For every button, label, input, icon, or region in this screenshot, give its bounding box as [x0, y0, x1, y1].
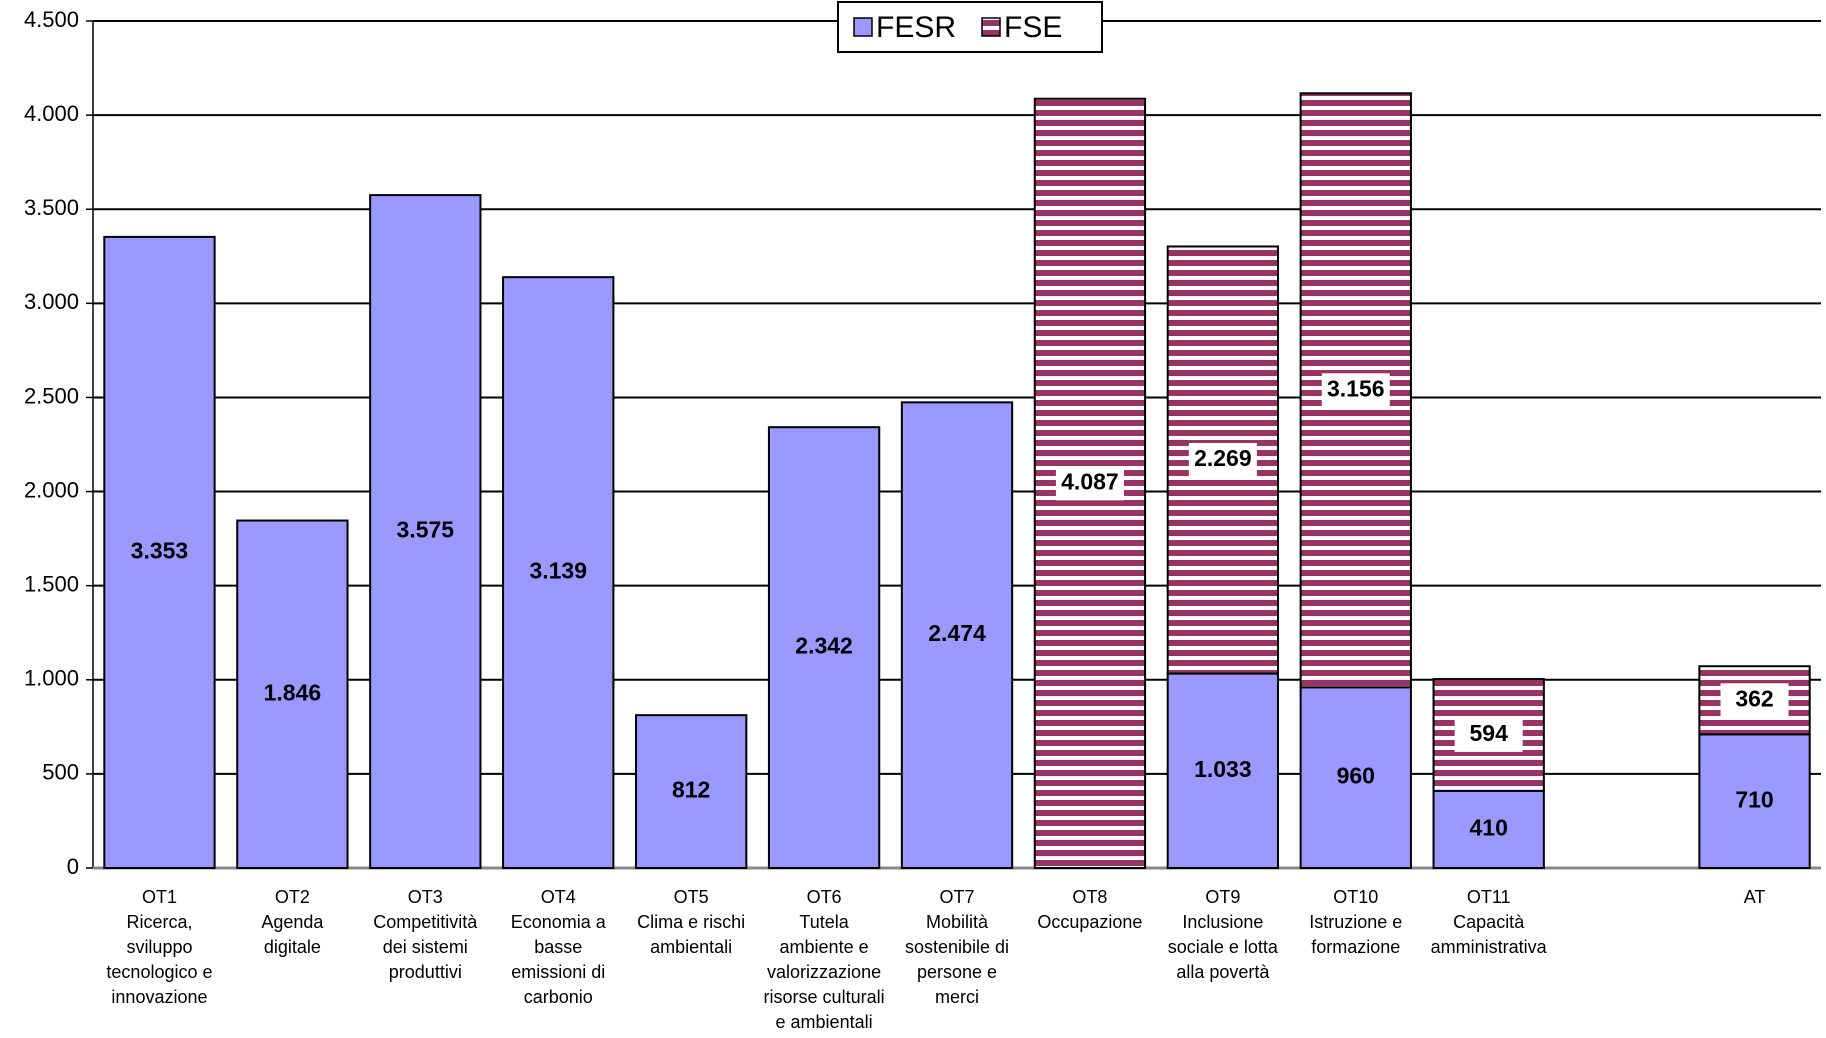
y-tick-label: 3.000: [24, 289, 79, 314]
bar-segment: [1299, 686, 1412, 869]
value-label: 3.139: [529, 558, 587, 584]
value-label: 1.033: [1194, 756, 1252, 782]
y-tick-label: 1.000: [24, 666, 79, 691]
y-tick-label: 3.500: [24, 195, 79, 220]
bar-segment: [236, 519, 349, 869]
y-tick-label: 4.500: [24, 7, 79, 32]
y-tick-label: 1.500: [24, 571, 79, 596]
x-tick-label: OT11 Capacità amministrativa: [1431, 887, 1548, 957]
bar-segment: [103, 235, 216, 870]
bar-segment: [1698, 733, 1811, 870]
x-tick-label: OT10 Istruzione e formazione: [1309, 887, 1402, 957]
value-label: 2.342: [795, 633, 853, 659]
value-label: 960: [1337, 763, 1375, 789]
x-tick-label: OT1 Ricerca, sviluppo tecnologico e innovazi…: [106, 887, 212, 1007]
value-label: 1.846: [264, 679, 322, 705]
x-tick-label: OT3 Competitività dei sistemi produttivi: [373, 887, 478, 982]
y-tick-label: 0: [67, 854, 79, 879]
legend-box: [837, 1, 1103, 53]
label-box: [1321, 373, 1390, 408]
bar-segment: [634, 714, 748, 870]
x-tick-label: OT5 Clima e rischi ambientali: [637, 887, 745, 957]
bar-segment: [1166, 672, 1280, 870]
value-label: 710: [1735, 786, 1773, 812]
x-tick-label: OT7 Mobilità sostenibile di persone e merci: [905, 887, 1009, 1007]
legend-swatch: [853, 17, 873, 37]
bar-segment: [369, 194, 482, 870]
value-label: 2.269: [1194, 445, 1252, 471]
value-label: 3.353: [131, 538, 189, 564]
label-box: [1454, 717, 1523, 752]
value-label: 3.156: [1327, 375, 1385, 401]
bar-segment: [900, 401, 1014, 869]
bar-segment: [767, 426, 881, 869]
y-tick-label: 500: [42, 760, 79, 785]
value-label: 4.087: [1061, 468, 1119, 494]
x-tick-label: OT2 Agenda digitale: [261, 887, 324, 957]
label-box: [1055, 466, 1124, 501]
value-label: 3.575: [397, 517, 455, 543]
x-tick-label: OT6 Tutela ambiente e valorizzazione risorse…: [764, 887, 885, 1032]
value-label: 812: [672, 777, 710, 803]
y-tick-label: 2.500: [24, 383, 79, 408]
x-tick-label: AT: [1744, 887, 1766, 907]
value-label: 594: [1470, 720, 1509, 746]
bar-segment: [502, 276, 615, 869]
y-tick-label: 2.000: [24, 477, 79, 502]
value-label: 2.474: [928, 620, 986, 646]
bar-segment: [1432, 789, 1545, 870]
x-tick-label: OT8 Occupazione: [1037, 887, 1142, 932]
legend-label: FSE: [1004, 11, 1062, 44]
legend-label: FESR: [876, 11, 956, 44]
label-box: [1720, 683, 1789, 718]
x-tick-label: OT4 Economia a basse emissioni di carbonio: [511, 887, 607, 1007]
y-tick-label: 4.000: [24, 101, 79, 126]
x-tick-label: OT9 Inclusione sociale e lotta alla povertà: [1168, 887, 1279, 982]
value-label: 362: [1735, 685, 1773, 711]
label-box: [1188, 443, 1257, 478]
legend-swatch: [981, 17, 1001, 37]
value-label: 410: [1470, 814, 1508, 840]
